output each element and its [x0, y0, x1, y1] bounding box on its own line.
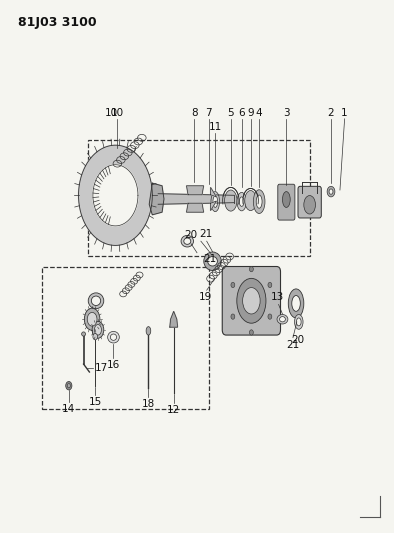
Text: 6: 6 [238, 108, 245, 118]
Ellipse shape [245, 191, 256, 211]
Ellipse shape [84, 308, 100, 330]
Text: 81J03 3100: 81J03 3100 [18, 16, 97, 29]
Text: 15: 15 [89, 397, 102, 407]
Text: 10: 10 [105, 108, 118, 118]
Ellipse shape [296, 318, 301, 326]
Ellipse shape [288, 289, 304, 318]
Text: 21: 21 [286, 340, 299, 350]
Ellipse shape [67, 384, 71, 388]
Text: 1: 1 [341, 108, 348, 118]
Ellipse shape [304, 196, 316, 214]
Ellipse shape [231, 282, 235, 288]
Text: 11: 11 [209, 122, 222, 132]
Ellipse shape [204, 252, 221, 270]
Text: 21: 21 [203, 254, 216, 264]
Ellipse shape [208, 256, 217, 266]
Text: 16: 16 [107, 360, 120, 370]
Text: 20: 20 [292, 335, 305, 345]
Text: 13: 13 [271, 293, 284, 302]
Ellipse shape [237, 278, 266, 323]
Text: 10: 10 [111, 108, 124, 118]
Text: 9: 9 [247, 108, 254, 118]
Text: 4: 4 [256, 108, 262, 118]
Ellipse shape [249, 330, 253, 335]
Polygon shape [158, 193, 236, 204]
Ellipse shape [82, 332, 85, 336]
Text: 19: 19 [199, 292, 212, 302]
Polygon shape [78, 145, 152, 245]
Ellipse shape [239, 197, 244, 206]
Polygon shape [211, 188, 216, 197]
Polygon shape [186, 203, 204, 212]
Text: 14: 14 [62, 403, 75, 414]
Polygon shape [149, 183, 164, 215]
Ellipse shape [282, 191, 290, 207]
FancyBboxPatch shape [278, 184, 295, 220]
Ellipse shape [280, 317, 285, 322]
Ellipse shape [231, 314, 235, 319]
Ellipse shape [146, 327, 151, 335]
Polygon shape [211, 201, 216, 211]
Ellipse shape [93, 334, 98, 340]
Ellipse shape [91, 296, 100, 305]
Text: 7: 7 [205, 108, 212, 118]
Text: 8: 8 [191, 108, 198, 118]
Ellipse shape [108, 188, 115, 200]
Ellipse shape [66, 382, 72, 390]
Ellipse shape [181, 236, 193, 247]
Text: 12: 12 [167, 405, 180, 415]
Ellipse shape [184, 238, 191, 244]
Ellipse shape [213, 196, 217, 207]
Text: 21: 21 [199, 229, 212, 239]
Ellipse shape [110, 334, 117, 341]
Text: 5: 5 [227, 108, 234, 118]
Ellipse shape [88, 293, 104, 309]
Ellipse shape [329, 189, 333, 194]
Text: 20: 20 [185, 230, 198, 240]
Ellipse shape [108, 332, 119, 343]
Text: 18: 18 [142, 399, 155, 409]
Text: 2: 2 [328, 108, 335, 118]
Ellipse shape [294, 314, 303, 329]
Polygon shape [93, 165, 138, 226]
Ellipse shape [243, 288, 260, 314]
Polygon shape [186, 186, 204, 195]
Ellipse shape [237, 192, 246, 211]
Text: 3: 3 [283, 108, 290, 118]
Text: 17: 17 [95, 363, 108, 373]
Ellipse shape [277, 314, 288, 324]
Ellipse shape [106, 184, 117, 205]
Ellipse shape [92, 321, 104, 338]
Ellipse shape [87, 312, 97, 326]
Ellipse shape [211, 191, 219, 212]
Polygon shape [170, 311, 178, 327]
Ellipse shape [225, 190, 237, 211]
Ellipse shape [253, 190, 265, 214]
Ellipse shape [249, 266, 253, 272]
Ellipse shape [95, 325, 101, 335]
Ellipse shape [327, 187, 335, 197]
Ellipse shape [292, 295, 300, 311]
Ellipse shape [268, 314, 272, 319]
FancyBboxPatch shape [298, 187, 321, 218]
FancyBboxPatch shape [222, 266, 281, 335]
Ellipse shape [268, 282, 272, 288]
Ellipse shape [256, 195, 262, 208]
